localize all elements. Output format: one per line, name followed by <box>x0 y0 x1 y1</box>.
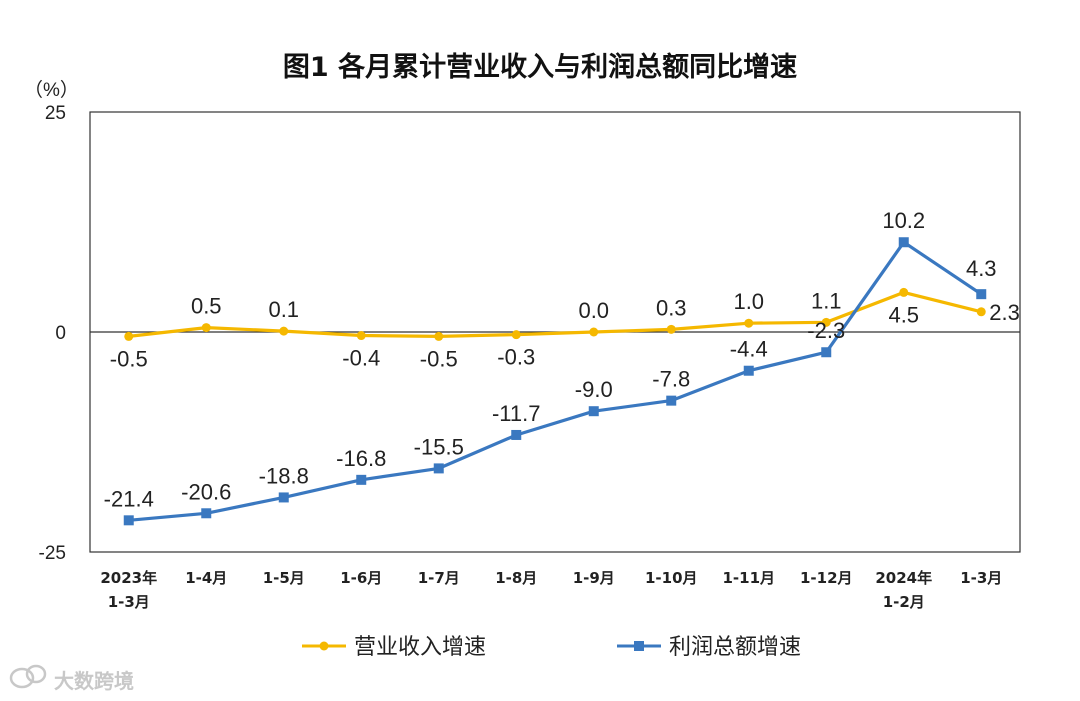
legend-marker-profit <box>634 641 644 651</box>
data-point-profit <box>433 463 444 474</box>
x-tick-label: 1-11月 <box>722 569 775 587</box>
data-label-profit: -2.3 <box>807 318 845 343</box>
data-point-profit <box>201 508 212 519</box>
x-tick-label: 1-3月 <box>108 593 150 611</box>
data-label-profit: -9.0 <box>575 377 613 402</box>
data-label-revenue: -0.5 <box>420 346 458 371</box>
legend-label-revenue: 营业收入增速 <box>354 635 486 660</box>
x-tick-label: 1-5月 <box>263 569 305 587</box>
data-label-profit: -15.5 <box>414 434 464 459</box>
x-axis: 2023年 1-3月 1-4月 1-5月 1-6月 1-7月 1-8月 1-9月 1-10月 1-… <box>100 569 1002 611</box>
y-tick-label: -25 <box>39 543 66 564</box>
data-label-revenue: 0.1 <box>268 297 299 322</box>
data-point-profit <box>356 474 367 485</box>
data-label-revenue: 1.0 <box>733 289 764 314</box>
series-layer <box>123 237 987 526</box>
x-tick-label: 1-6月 <box>340 569 382 587</box>
data-point-profit <box>821 347 832 358</box>
data-point-revenue <box>821 317 831 327</box>
data-point-profit <box>278 492 289 503</box>
chat-bubbles-icon <box>9 664 47 689</box>
data-point-profit <box>976 289 987 300</box>
data-label-profit: -21.4 <box>104 486 154 511</box>
data-label-revenue: -0.5 <box>110 346 148 371</box>
y-axis-unit: （%） <box>24 79 79 101</box>
watermark: 大数跨境 <box>9 664 134 693</box>
data-label-profit: -18.8 <box>259 463 309 488</box>
data-point-revenue <box>899 287 909 297</box>
y-tick-label: 0 <box>55 323 66 344</box>
data-point-profit <box>743 365 754 376</box>
chart-title: 图1 各月累计营业收入与利润总额同比增速 <box>283 51 797 83</box>
data-label-revenue: -0.4 <box>342 346 380 371</box>
y-tick-label: 25 <box>45 103 66 124</box>
data-label-profit: -4.4 <box>730 337 768 362</box>
x-tick-label: 2023年 <box>100 569 157 587</box>
x-tick-label: 1-4月 <box>185 569 227 587</box>
data-label-revenue: 0.5 <box>191 294 222 319</box>
data-label-profit: 10.2 <box>882 208 925 233</box>
data-label-revenue: 1.1 <box>811 288 842 313</box>
data-label-revenue: 0.3 <box>656 295 687 320</box>
data-point-revenue <box>356 331 366 341</box>
legend-label-profit: 利润总额增速 <box>669 635 801 660</box>
data-labels: -0.5 0.5 0.1 -0.4 -0.5 -0.3 0.0 0.3 1.0 1.1 4.5 2.3… <box>104 208 1020 511</box>
data-point-profit <box>511 429 522 440</box>
data-point-profit <box>123 515 134 526</box>
data-point-revenue <box>434 331 444 341</box>
data-label-revenue: -0.3 <box>497 345 535 370</box>
x-tick-label: 1-12月 <box>800 569 853 587</box>
data-label-profit: -7.8 <box>652 367 690 392</box>
data-point-profit <box>898 237 909 248</box>
x-tick-label: 1-2月 <box>883 593 925 611</box>
data-label-profit: -11.7 <box>492 401 541 426</box>
legend-marker-revenue <box>319 641 329 651</box>
x-tick-label: 1-9月 <box>573 569 615 587</box>
series-line-revenue <box>128 290 982 338</box>
data-label-revenue: 4.5 <box>888 302 919 327</box>
data-label-profit: 4.3 <box>966 256 997 281</box>
x-tick-label: 1-7月 <box>418 569 460 587</box>
data-point-revenue <box>666 324 676 334</box>
x-tick-label: 2024年 <box>875 569 932 587</box>
data-point-revenue <box>589 327 599 337</box>
legend-item-profit: 利润总额增速 <box>617 635 801 660</box>
data-label-revenue: 2.3 <box>989 300 1020 325</box>
data-point-profit <box>588 406 599 417</box>
series-line-profit <box>128 240 983 522</box>
x-tick-label: 1-3月 <box>960 569 1002 587</box>
data-point-profit <box>666 395 677 406</box>
watermark-text: 大数跨境 <box>54 669 134 693</box>
data-point-revenue <box>279 326 289 336</box>
y-axis: 25 0 -25 <box>39 103 66 564</box>
data-label-profit: -20.6 <box>181 479 231 504</box>
data-point-revenue <box>511 330 521 340</box>
legend: 营业收入增速 利润总额增速 <box>302 635 801 660</box>
x-tick-label: 1-8月 <box>495 569 537 587</box>
data-point-revenue <box>976 307 986 317</box>
data-label-revenue: 0.0 <box>578 298 609 323</box>
data-point-revenue <box>744 318 754 328</box>
legend-item-revenue: 营业收入增速 <box>302 635 486 660</box>
x-tick-label: 1-10月 <box>645 569 698 587</box>
data-point-revenue <box>124 331 134 341</box>
data-point-revenue <box>201 323 211 333</box>
data-label-profit: -16.8 <box>336 446 386 471</box>
